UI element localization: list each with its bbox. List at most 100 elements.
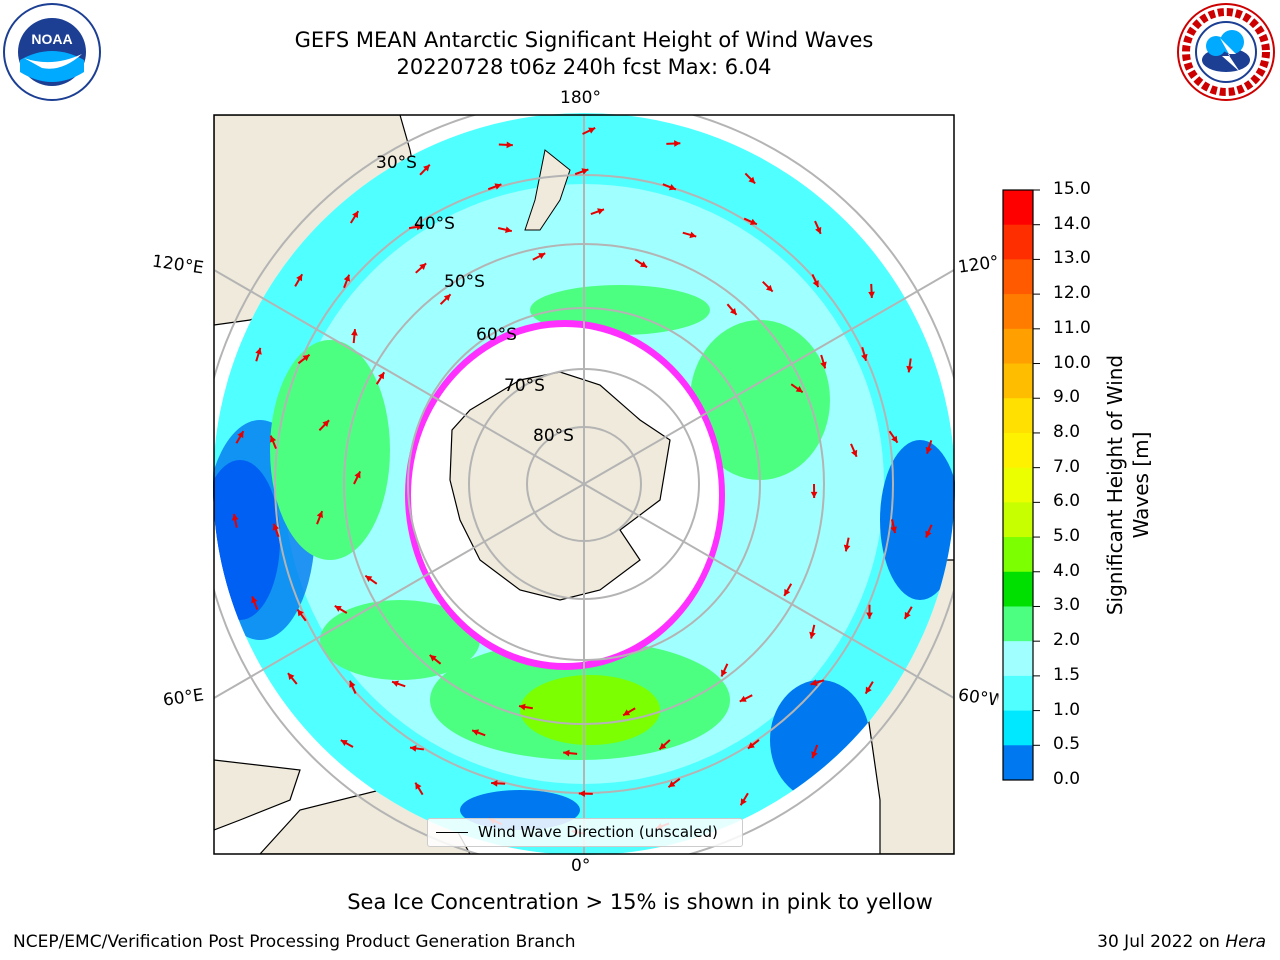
wind-arrow-head: [851, 449, 858, 457]
wind-arrow-head: [890, 526, 897, 534]
lat-label-60s: 60°S: [476, 325, 517, 345]
wind-arrow-head: [865, 686, 872, 694]
wind-arrow-head: [581, 168, 589, 175]
colorbar-tick-label: 12.0: [1053, 283, 1091, 304]
wind-arrow-head: [906, 365, 913, 373]
wind-arrow-head: [729, 307, 737, 315]
wind-arrow-head: [505, 226, 512, 234]
wind-arrow-head: [563, 749, 570, 757]
wind-arrow-head: [378, 372, 385, 380]
wind-arrow-head: [349, 680, 356, 688]
wind-arrow-head: [392, 680, 399, 687]
wind-arrow-head: [689, 231, 697, 239]
wind-arrow-head: [578, 790, 586, 798]
colorbar-segment: [1003, 606, 1033, 642]
wind-arrow-head: [784, 588, 791, 596]
wind-arrow-head: [674, 140, 681, 147]
colorbar-segment: [1003, 641, 1033, 677]
colorbar-tick-label: 0.0: [1053, 769, 1081, 789]
lat-label-80s: 80°S: [533, 426, 574, 446]
wind-arrow-head: [623, 709, 631, 716]
wind-arrow-head: [843, 544, 851, 552]
wind-arrow-head: [810, 491, 818, 498]
lon-label-0: 0°: [571, 856, 591, 876]
wind-arrow-head: [297, 609, 304, 617]
wind-arrow-head: [269, 435, 277, 443]
lat-label-30s: 30°S: [376, 153, 417, 173]
colorbar-segment: [1003, 190, 1033, 226]
wind-arrow-head: [251, 596, 258, 604]
wind-arrow-head: [472, 729, 480, 736]
colorbar-tick-label: 0.5: [1053, 734, 1081, 755]
wind-arrow-head: [597, 208, 605, 215]
antarctica-land: [449, 371, 671, 601]
wind-arrow-head: [640, 261, 648, 268]
noaa-logo: NOAA: [3, 3, 101, 101]
wind-arrow-head: [415, 782, 422, 790]
wind-arrow-head: [659, 742, 667, 750]
colorbar-tick-label: 6.0: [1053, 491, 1081, 512]
wind-arrow-head: [904, 611, 911, 619]
wind-arrow-head: [538, 253, 546, 260]
wind-arrow-head: [748, 176, 756, 184]
colorbar-segment: [1003, 259, 1033, 295]
colorbar-segment: [1003, 363, 1033, 399]
wind-arrow-head: [765, 284, 773, 292]
lat-label-50s: 50°S: [444, 272, 485, 292]
footer-date: 30 Jul 2022 on Hera: [1097, 932, 1266, 952]
colorbar-segment: [1003, 502, 1033, 538]
colorbar-segment: [1003, 537, 1033, 573]
wind-arrow-head: [340, 740, 348, 747]
sea-ice-note: Sea Ice Concentration > 15% is shown in …: [347, 890, 933, 914]
wind-arrow-head: [354, 471, 361, 479]
colorbar-segment: [1003, 294, 1033, 330]
wind-arrow-head: [810, 679, 818, 686]
noaa-logo-text: NOAA: [31, 31, 72, 47]
wind-arrow-head: [352, 211, 359, 219]
lon-label-180: 180°: [560, 88, 601, 108]
colorbar-segment: [1003, 467, 1033, 503]
wind-arrow-head: [255, 347, 262, 355]
colorbar-tick-label: 7.0: [1053, 456, 1081, 477]
wind-arrow-head: [809, 631, 816, 639]
colorbar-segment: [1003, 571, 1033, 607]
map-subtitle: 20220728 t06z 240h fcst Max: 6.04: [396, 55, 772, 79]
legend-label: Wind Wave Direction (unscaled): [478, 823, 718, 841]
wind-arrow-head: [409, 745, 417, 752]
footer-date-text: 30 Jul 2022 on: [1097, 932, 1226, 952]
colorbar-segment: [1003, 432, 1033, 469]
wind-arrow-head: [740, 798, 747, 806]
wind-arrow-head: [811, 751, 818, 759]
colorbar-segment: [1003, 745, 1033, 781]
colorbar-tick-label: 2.0: [1053, 630, 1081, 651]
wind-arrow-head: [416, 223, 423, 231]
wind-arrow-head: [419, 263, 427, 270]
wind-arrow-head: [302, 354, 310, 362]
colorbar-frame: [1002, 189, 1034, 781]
colorbar-tick-label: 1.5: [1053, 664, 1081, 685]
colorbar-segment: [1003, 224, 1033, 260]
wind-arrow-head: [861, 353, 868, 361]
colorbar-tick-label: 4.0: [1053, 560, 1081, 581]
map-legend: Wind Wave Direction (unscaled): [427, 818, 743, 847]
colorbar-tick-label: 15.0: [1053, 179, 1091, 199]
wind-wave-arrows: [231, 127, 933, 836]
wind-arrow-head: [491, 780, 498, 787]
wind-arrow-head: [316, 511, 324, 519]
colorbar-segment: [1003, 398, 1033, 434]
africa-land: [214, 759, 301, 831]
wind-arrow-head: [443, 294, 451, 302]
wind-arrow-head: [739, 695, 747, 702]
wind-arrow-head: [795, 385, 803, 393]
wind-arrow-head: [351, 329, 358, 336]
wind-arrow-head: [820, 361, 827, 369]
colorbar-tick-label: 13.0: [1053, 248, 1091, 269]
new-zealand-land: [524, 149, 571, 231]
wind-arrow-head: [866, 612, 873, 619]
wind-arrow-head: [868, 291, 875, 298]
wind-arrow-head: [287, 673, 295, 681]
wind-arrow-head: [334, 605, 342, 612]
wind-arrow-head: [494, 183, 502, 190]
wind-arrow-head: [272, 523, 279, 531]
